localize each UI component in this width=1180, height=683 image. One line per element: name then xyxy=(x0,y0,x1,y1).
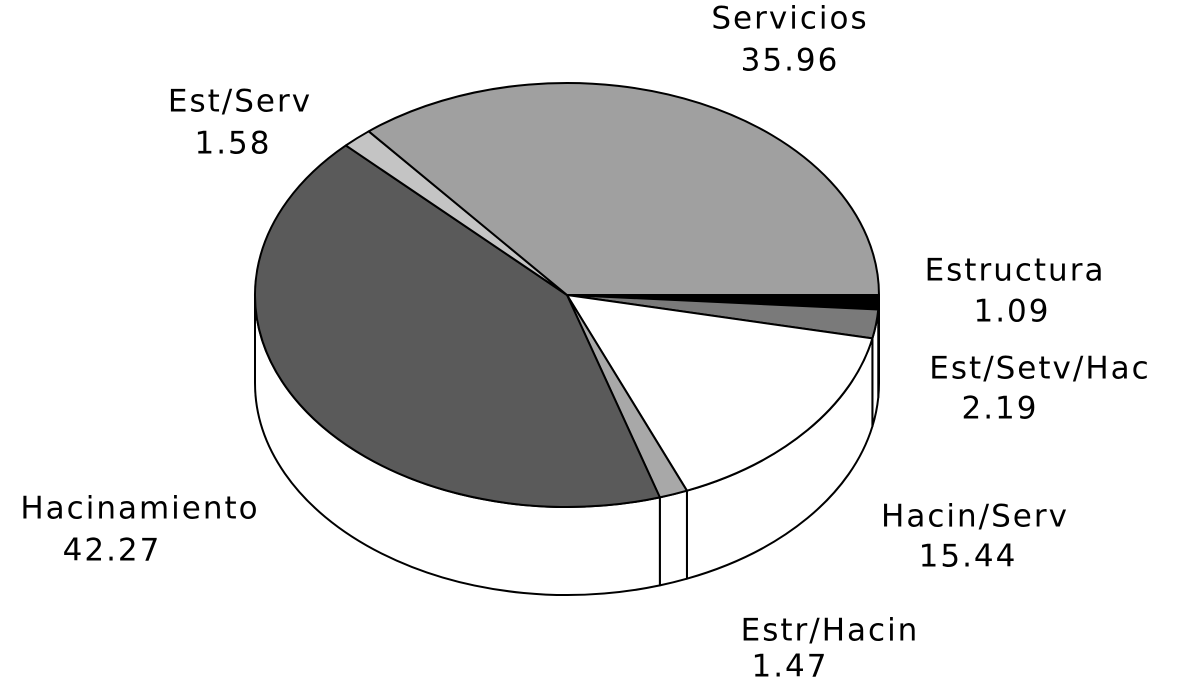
pie-slice xyxy=(254,144,661,508)
slice-label: Est/Serv xyxy=(168,84,312,120)
slice-value: 15.44 xyxy=(919,539,1018,575)
slice-label: Estructura xyxy=(925,253,1106,289)
slice-label: Estr/Hacin xyxy=(741,613,920,649)
pie-side xyxy=(658,489,688,587)
slice-label: Hacinamiento xyxy=(20,491,259,527)
slice-value: 1.47 xyxy=(751,649,828,683)
slice-label: Est/Setv/Hac xyxy=(929,351,1150,387)
slice-label: Hacin/Serv xyxy=(881,499,1069,535)
pie-slice xyxy=(367,82,880,296)
pie-slice xyxy=(566,294,874,492)
slice-value: 42.27 xyxy=(63,533,162,569)
slice-value: 2.19 xyxy=(961,391,1038,427)
slice-value: 35.96 xyxy=(741,43,840,79)
slice-label: Servicios xyxy=(711,1,868,37)
slice-value: 1.09 xyxy=(973,294,1050,330)
slice-value: 1.58 xyxy=(194,126,271,162)
